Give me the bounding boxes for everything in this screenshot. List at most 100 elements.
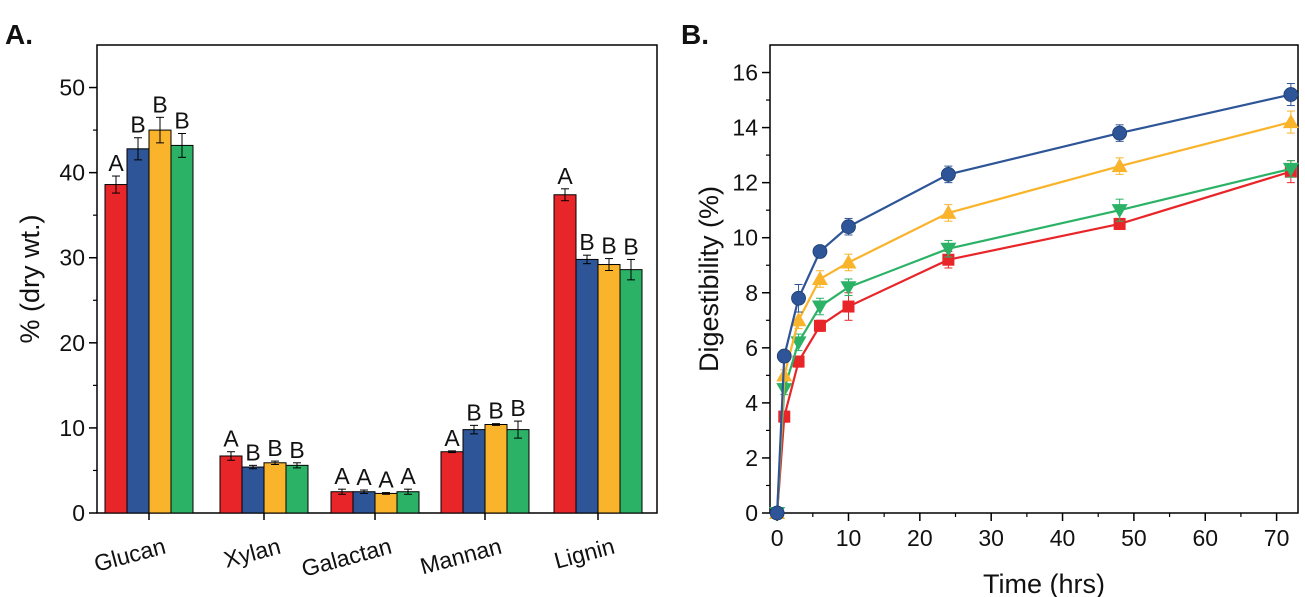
bar bbox=[374, 492, 398, 514]
x-axis-label: Time (hrs) bbox=[983, 569, 1105, 597]
series-line bbox=[776, 93, 1292, 514]
significance-letter: A bbox=[444, 425, 460, 451]
series-line bbox=[776, 121, 1292, 514]
data-point bbox=[792, 355, 805, 368]
data-point bbox=[811, 271, 828, 285]
panel-b-label: B. bbox=[681, 19, 709, 50]
significance-letter: B bbox=[488, 398, 503, 424]
data-point bbox=[812, 244, 828, 259]
y-tick-label: 40 bbox=[59, 160, 85, 186]
bar bbox=[148, 129, 172, 514]
data-point bbox=[840, 281, 857, 296]
series-line bbox=[776, 170, 1292, 514]
y-tick-label: 0 bbox=[745, 500, 758, 526]
data-point bbox=[790, 312, 807, 327]
bar bbox=[126, 148, 150, 514]
bar bbox=[462, 429, 486, 514]
bar bbox=[241, 466, 265, 514]
y-tick-label: 0 bbox=[72, 500, 85, 526]
series-line bbox=[776, 167, 1292, 514]
x-tick-label: 10 bbox=[836, 525, 862, 551]
data-point bbox=[1111, 158, 1128, 173]
x-tick-label: Xylan bbox=[221, 533, 283, 573]
significance-letter: B bbox=[130, 112, 145, 138]
significance-letter: A bbox=[557, 163, 573, 189]
x-tick-label: Galactan bbox=[299, 533, 395, 582]
data-point bbox=[776, 348, 792, 364]
data-point bbox=[811, 300, 828, 315]
data-point bbox=[1282, 114, 1299, 129]
significance-letter: A bbox=[378, 467, 394, 493]
significance-letter: A bbox=[108, 150, 124, 176]
y-tick-label: 10 bbox=[59, 415, 85, 441]
significance-letter: A bbox=[356, 464, 372, 490]
significance-letter: B bbox=[152, 91, 167, 117]
data-point bbox=[1112, 125, 1128, 141]
significance-letter: A bbox=[400, 463, 416, 489]
x-tick-label: Lignin bbox=[551, 533, 617, 574]
x-tick-label: 70 bbox=[1264, 525, 1290, 551]
x-tick-label: 0 bbox=[771, 525, 784, 551]
x-tick-label: Mannan bbox=[417, 533, 504, 580]
bar bbox=[104, 184, 128, 514]
y-tick-label: 6 bbox=[745, 335, 758, 361]
x-tick-label: 30 bbox=[978, 525, 1004, 551]
bar bbox=[597, 264, 621, 514]
bar bbox=[285, 464, 309, 514]
bar bbox=[263, 462, 287, 514]
data-point bbox=[769, 505, 785, 521]
significance-letter: B bbox=[174, 107, 189, 133]
bar bbox=[352, 491, 376, 514]
data-point bbox=[842, 300, 855, 313]
y-tick-label: 8 bbox=[745, 280, 758, 306]
data-point bbox=[940, 166, 956, 182]
data-point bbox=[791, 290, 806, 306]
data-point bbox=[1282, 162, 1299, 177]
y-tick-label: 16 bbox=[732, 60, 758, 86]
x-tick-label: Glucan bbox=[91, 533, 168, 577]
data-point bbox=[1111, 204, 1128, 219]
x-tick-label: 20 bbox=[907, 525, 933, 551]
data-point bbox=[940, 204, 957, 219]
significance-letter: A bbox=[223, 426, 239, 452]
data-point bbox=[840, 254, 857, 269]
bar bbox=[553, 194, 577, 514]
bar bbox=[330, 491, 354, 514]
bar bbox=[506, 429, 530, 514]
y-tick-label: 20 bbox=[59, 330, 85, 356]
data-point bbox=[841, 219, 856, 235]
y-axis-label: Digestibility (%) bbox=[694, 186, 724, 372]
y-axis-label: % (dry wt.) bbox=[15, 214, 45, 343]
significance-letter: B bbox=[466, 399, 481, 425]
x-tick-label: 50 bbox=[1121, 525, 1147, 551]
significance-letter: B bbox=[623, 233, 638, 259]
bar bbox=[575, 258, 599, 514]
plot-frame bbox=[769, 44, 1299, 514]
x-tick-label: 60 bbox=[1192, 525, 1218, 551]
data-point bbox=[813, 319, 826, 332]
data-point bbox=[1283, 87, 1299, 102]
significance-letter: B bbox=[267, 435, 282, 461]
significance-letter: B bbox=[579, 229, 594, 255]
significance-letter: B bbox=[245, 439, 260, 465]
y-tick-label: 30 bbox=[59, 245, 85, 271]
bar bbox=[484, 424, 508, 514]
bar bbox=[396, 491, 420, 514]
data-point bbox=[940, 242, 957, 257]
bar bbox=[219, 455, 243, 514]
y-tick-label: 14 bbox=[732, 115, 758, 141]
y-tick-label: 4 bbox=[745, 390, 758, 416]
significance-letter: B bbox=[510, 395, 525, 421]
y-tick-label: 2 bbox=[745, 445, 758, 471]
y-tick-label: 10 bbox=[732, 225, 758, 251]
bar bbox=[440, 451, 464, 514]
significance-letter: B bbox=[289, 437, 304, 463]
y-tick-label: 12 bbox=[732, 170, 758, 196]
significance-letter: B bbox=[601, 233, 616, 259]
data-point bbox=[778, 410, 791, 423]
significance-letter: A bbox=[334, 463, 350, 489]
y-tick-label: 50 bbox=[59, 75, 85, 101]
bar bbox=[170, 144, 194, 514]
panel-a-label: A. bbox=[5, 19, 33, 50]
